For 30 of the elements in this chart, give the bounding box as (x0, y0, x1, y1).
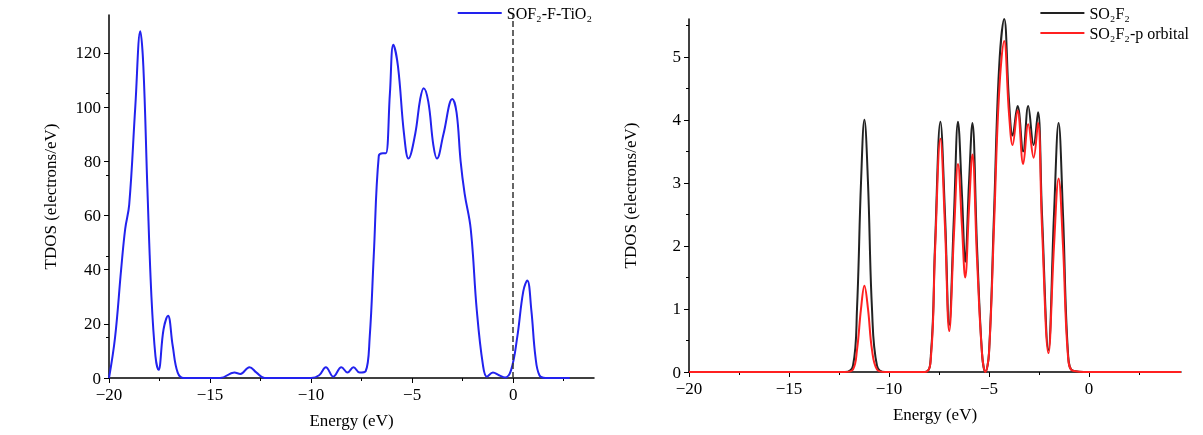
x-tick-label: −5 (403, 385, 422, 404)
y-tick-label: 5 (672, 47, 681, 67)
line-series (108, 30, 571, 379)
x-tick-label: −10 (875, 379, 903, 398)
legend-label: SO₂F₂ (1089, 4, 1130, 22)
x-tick-label: −15 (775, 379, 803, 398)
y-tick-label: 100 (75, 97, 101, 117)
x-tick-label: −20 (675, 379, 703, 398)
x-tick-label: 0 (1084, 379, 1094, 398)
y-tick-label: 0 (672, 362, 681, 382)
y-tick-label: 80 (84, 151, 101, 171)
y-tick-label: 40 (84, 260, 101, 280)
legend-label: SOF₂-F-TiO₂ (506, 4, 593, 22)
y-tick-label: 2 (672, 236, 681, 256)
y-tick-label: 3 (672, 173, 681, 193)
x-tick-label: −20 (95, 385, 123, 404)
y-axis-title: TDOS (electrons/eV) (41, 123, 60, 270)
y-tick-label: 60 (84, 205, 101, 225)
x-axis-title: Energy (eV) (309, 411, 394, 430)
x-tick-label: −10 (297, 385, 325, 404)
x-tick-label: 0 (508, 385, 518, 404)
y-tick-label: 20 (84, 314, 101, 334)
x-tick-label: −5 (979, 379, 999, 398)
x-axis-title: Energy (eV) (892, 405, 978, 424)
legend-label: SO₂F₂-p orbital (1089, 24, 1190, 43)
y-tick-label: 4 (672, 110, 682, 130)
x-tick-label: −15 (196, 385, 224, 404)
y-axis-title: TDOS (electrons/eV) (621, 122, 640, 269)
y-tick-label: 1 (672, 299, 681, 319)
y-tick-label: 120 (75, 43, 101, 63)
